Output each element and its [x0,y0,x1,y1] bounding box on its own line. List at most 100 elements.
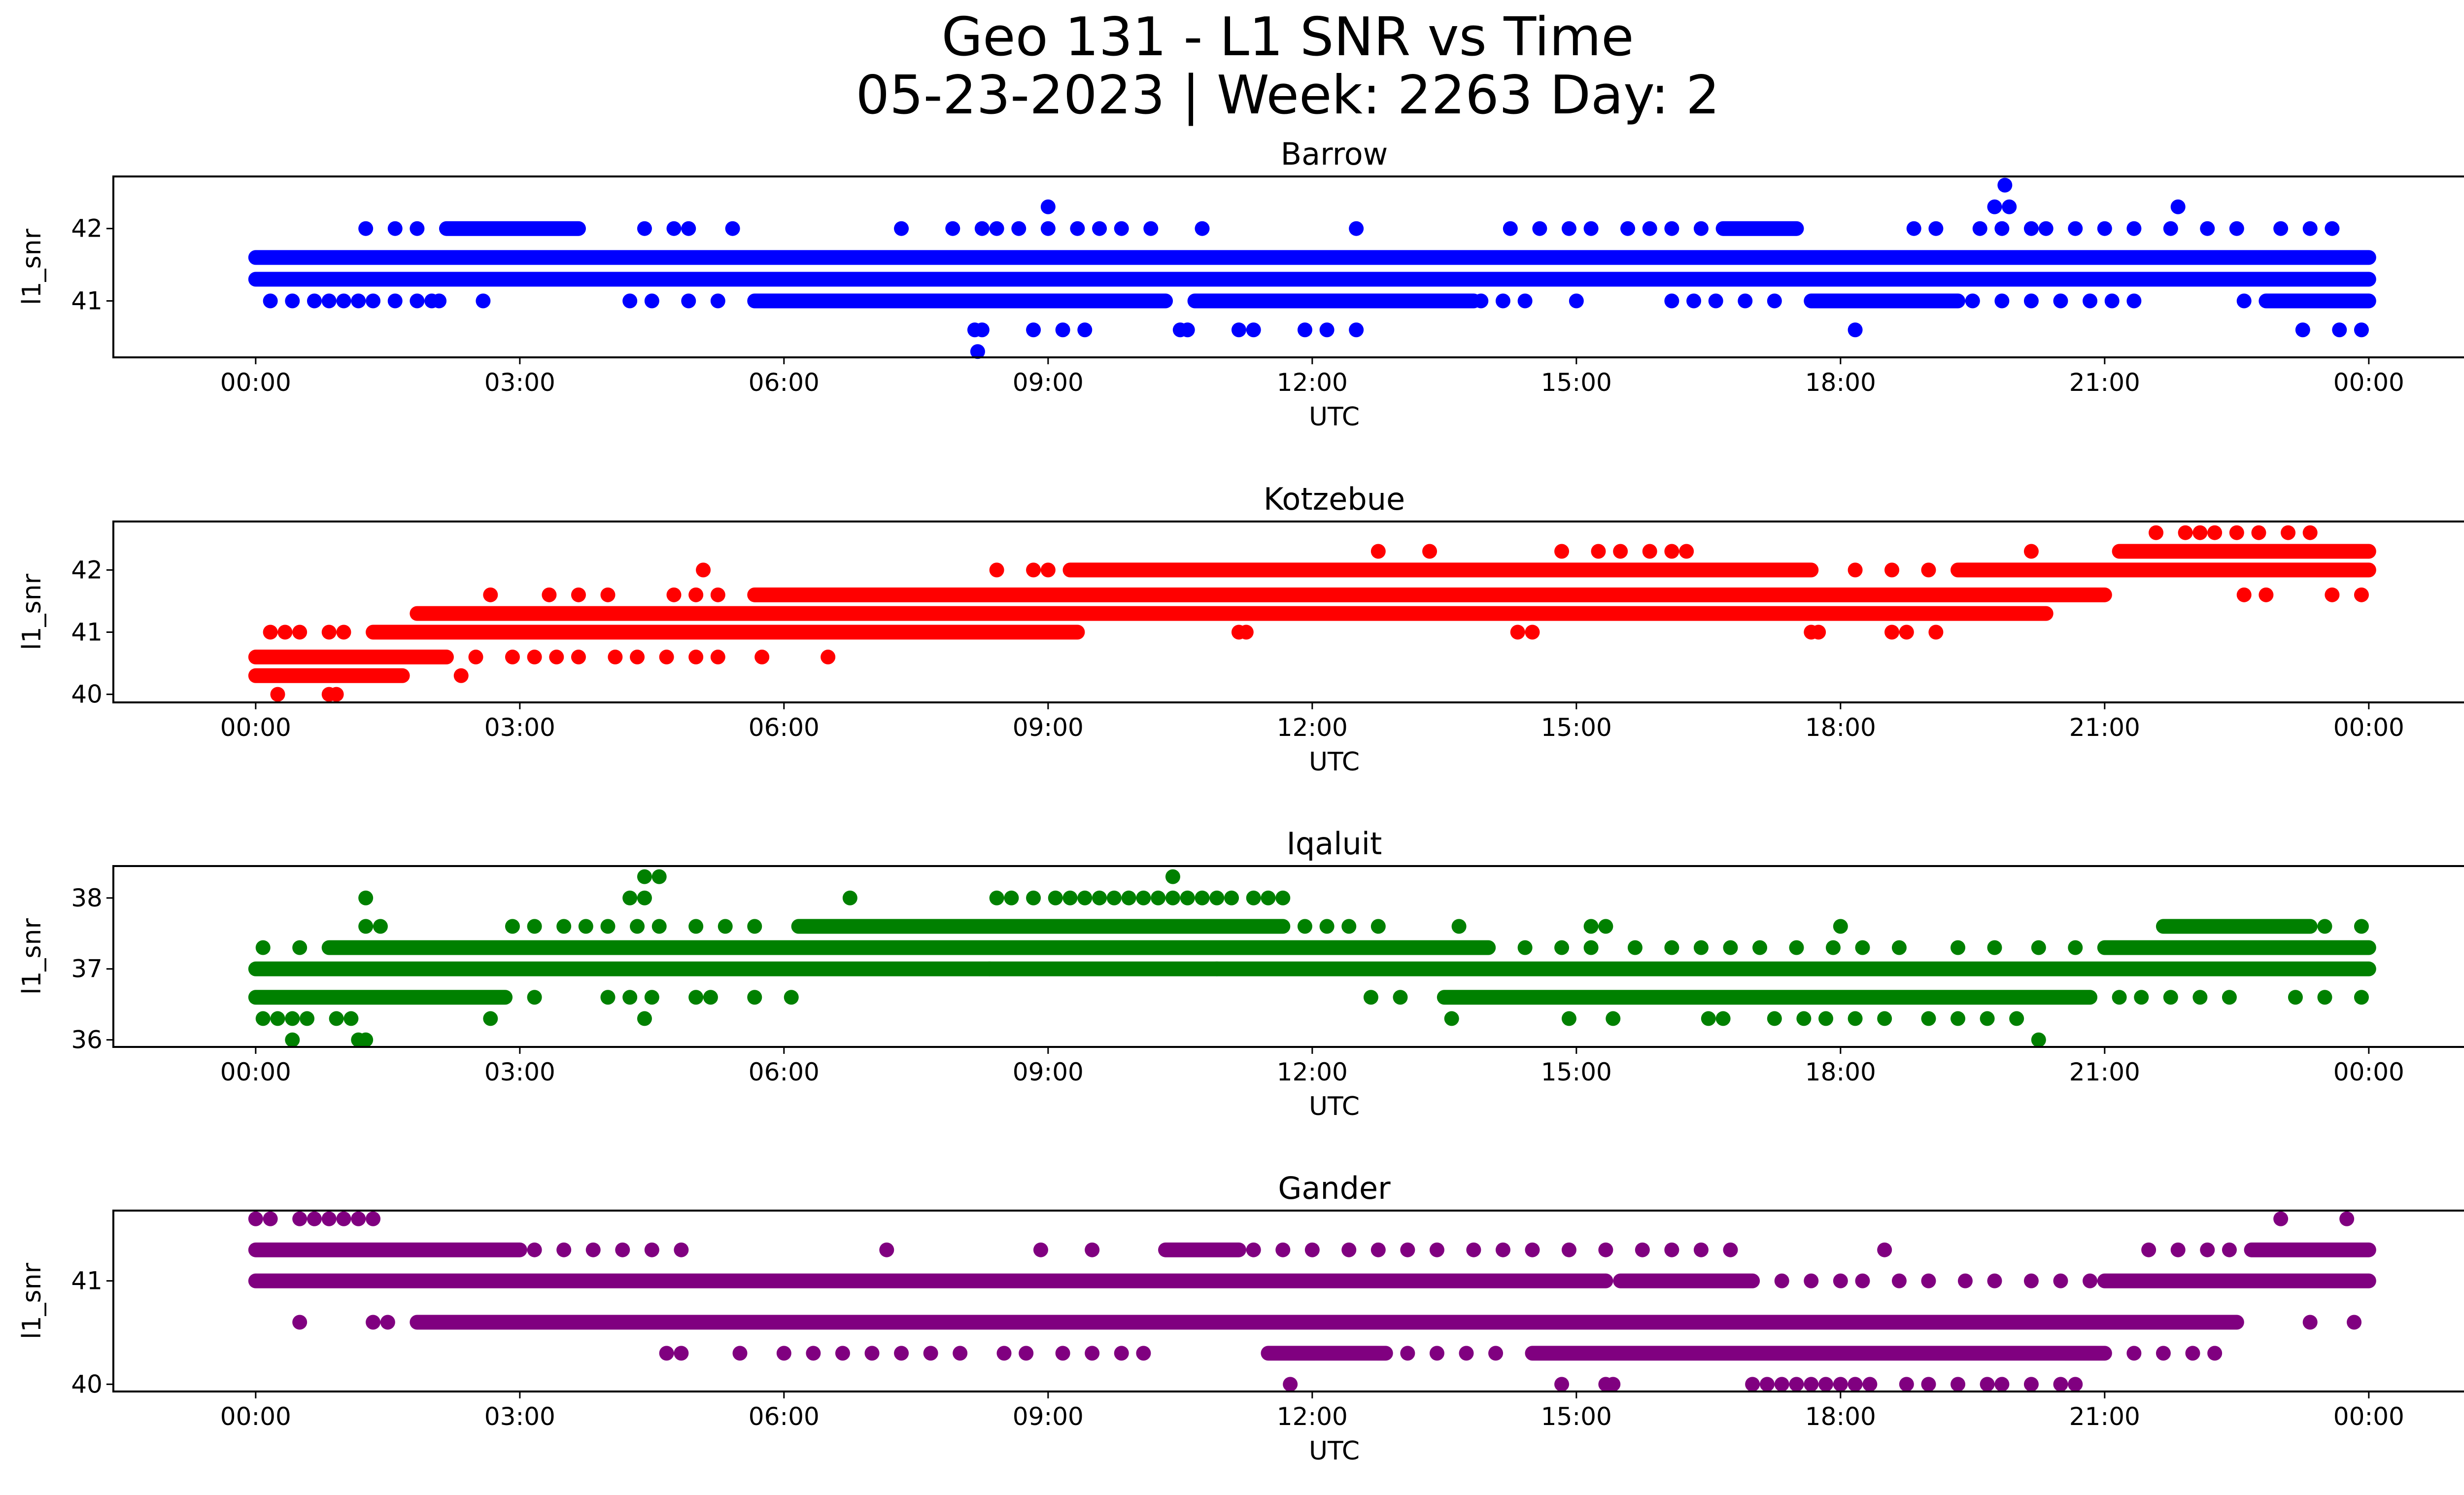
scatter-point [2354,919,2369,934]
x-tick-label: 18:00 [1805,713,1876,742]
scatter-point [1928,625,1944,640]
scatter-point [1686,293,1702,309]
scatter-point [1070,221,1085,236]
x-tick-label: 00:00 [220,368,291,397]
scatter-point [2236,587,2252,602]
scatter-point [1400,1242,1415,1257]
scatter-point [754,649,770,664]
scatter-point [1635,1242,1650,1257]
scatter-point [1877,1242,1892,1257]
x-tick-label: 15:00 [1541,1058,1612,1086]
scatter-point [1613,544,1628,559]
scatter-point [1341,919,1357,934]
scatter-point [732,1346,748,1361]
scatter-point [1349,221,1364,236]
y-tick-label: 42 [71,556,103,584]
y-tick-label: 37 [71,955,103,983]
scatter-point [1583,940,1599,955]
scatter-point [600,990,616,1005]
scatter-point [1246,890,1261,905]
scatter-point [666,587,682,602]
scatter-point [2302,1315,2318,1330]
scatter-point [1664,293,1679,309]
scatter-point [556,919,572,934]
scatter-point [1921,1273,1936,1288]
scatter-point [1606,1377,1621,1392]
scatter-point [1723,940,1738,955]
scatter-point [1598,1242,1613,1257]
scatter-point [1759,1377,1775,1392]
y-axis-label: l1_snr [17,573,47,650]
scatter-point [1040,199,1056,214]
scatter-point [1980,1377,1995,1392]
scatter-point [1297,919,1312,934]
x-tick-label: 06:00 [749,1402,820,1431]
scatter-point [2222,1242,2237,1257]
scatter-point [1767,293,1782,309]
scatter-point [1591,544,1606,559]
scatter-point [659,649,674,664]
scatter-point [2317,919,2332,934]
scatter-point [1033,1242,1048,1257]
scatter-point [307,293,322,309]
scatter-point [835,1346,850,1361]
scatter-point [2053,1377,2068,1392]
scatter-point [2002,199,2017,214]
scatter-point [358,919,374,934]
scatter-point [2339,1211,2355,1226]
scatter-point [2192,990,2208,1005]
scatter-point [1767,1011,1782,1026]
scatter-point [1297,322,1312,338]
scatter-point [630,919,645,934]
scatter-point [2229,221,2244,236]
scatter-point [1951,940,1966,955]
x-tick-label: 00:00 [220,1402,291,1431]
scatter-point [1921,562,1936,578]
x-axis-label: UTC [1309,1436,1360,1466]
scatter-point [1488,1346,1504,1361]
x-tick-label: 09:00 [1013,368,1084,397]
scatter-point [1275,890,1291,905]
scatter-point [300,1011,315,1026]
subplot-barrow: Barrow 00:00 03:00 06:00 09:00 12:00 15:00 18:0… [17,136,2464,432]
scatter-point [2236,293,2252,309]
scatter-point [1715,1011,1731,1026]
scatter-point [1040,562,1056,578]
scatter-point [637,869,652,884]
scatter-point [1997,177,2013,193]
scatter-point [2273,1211,2289,1226]
scatter-point [688,919,704,934]
scatter-point [1510,625,1525,640]
y-axis-label: l1_snr [17,1262,47,1339]
axes-frame [112,521,2464,703]
x-tick-label: 06:00 [749,713,820,742]
scatter-point [2251,525,2266,540]
y-tick-label: 40 [71,1370,103,1398]
x-tick-label: 18:00 [1805,368,1876,397]
scatter-point [2126,1346,2142,1361]
scatter-point [637,1011,652,1026]
scatter-point [351,1211,366,1226]
x-tick-label: 00:00 [220,1058,291,1086]
x-tick-label: 00:00 [2333,368,2404,397]
scatter-point [1554,1377,1570,1392]
x-tick-label: 09:00 [1013,1402,1084,1431]
scatter-point [1224,890,1239,905]
scatter-point [329,1011,344,1026]
scatter-point [666,221,682,236]
scatter-point [821,649,836,664]
x-tick-label: 03:00 [484,1402,555,1431]
scatter-point [2288,990,2303,1005]
scatter-point [1642,221,1657,236]
scatter-point [1561,1242,1576,1257]
scatter-point [974,221,990,236]
scatter-point [1928,221,1944,236]
scatter-point [1370,544,1386,559]
y-tick-label: 40 [71,680,103,709]
scatter-point [1349,322,1364,338]
scatter-point [864,1346,880,1361]
scatter-point [2031,1032,2046,1047]
scatter-point [1495,1242,1510,1257]
scatter-point [387,221,403,236]
scatter-point [2222,990,2237,1005]
